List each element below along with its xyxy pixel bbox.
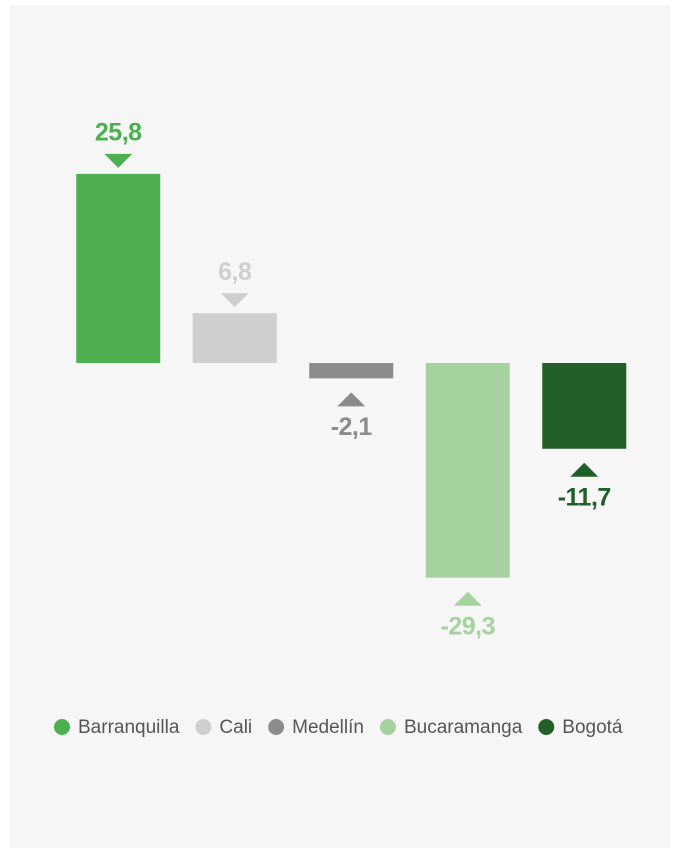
marker-triangle xyxy=(337,392,366,407)
marker-triangle xyxy=(453,591,482,606)
value-label: -11,7 xyxy=(558,483,611,511)
legend-dot xyxy=(379,719,396,735)
legend-label: Medellín xyxy=(292,717,364,738)
marker-triangle xyxy=(104,153,133,168)
legend-dot xyxy=(538,719,555,735)
legend-dot xyxy=(195,719,212,735)
value-label: -29,3 xyxy=(441,612,495,640)
legend-label: Bogotá xyxy=(562,717,623,738)
marker-triangle xyxy=(220,293,249,308)
bar xyxy=(425,363,510,578)
value-label: 6,8 xyxy=(218,258,252,286)
bar xyxy=(309,363,394,379)
legend-label: Barranquilla xyxy=(78,717,180,738)
value-label: -2,1 xyxy=(331,413,373,441)
marker-triangle xyxy=(570,462,599,477)
legend-dot xyxy=(268,719,285,735)
legend-dot xyxy=(54,719,70,735)
value-label: 25,8 xyxy=(95,118,142,146)
legend-label: Cali xyxy=(219,717,252,738)
bar xyxy=(192,313,277,363)
bar xyxy=(542,363,627,449)
bar xyxy=(76,173,161,363)
legend-label: Bucaramanga xyxy=(404,717,523,738)
